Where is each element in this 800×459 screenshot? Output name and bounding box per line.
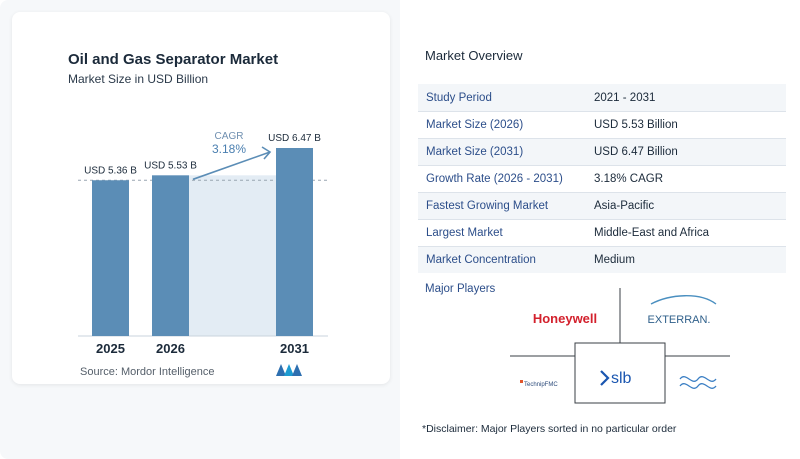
table-row: Market Size (2031) USD 6.47 Billion [418,138,786,165]
disclaimer-text: *Disclaimer: Major Players sorted in no … [422,423,677,435]
overview-title: Market Overview [425,48,523,63]
row-value: USD 6.47 Billion [594,146,678,158]
table-row: Market Concentration Medium [418,246,786,273]
row-value: Middle-East and Africa [594,227,710,239]
bar-value-label: USD 5.53 B [144,160,197,171]
x-tick-label: 2026 [156,341,185,356]
table-row: Market Size (2026) USD 5.53 Billion [418,111,786,138]
table-row: Study Period 2021 - 2031 [418,84,786,111]
overview-panel [400,0,800,459]
row-key: Market Size (2026) [426,119,524,131]
bar [276,148,313,336]
alfa-laval-wave-icon [679,383,717,389]
cagr-label: CAGR [215,131,244,142]
row-value: Asia-Pacific [594,200,655,212]
cagr-arrow-line [192,151,271,181]
chart-title: Oil and Gas Separator Market [68,51,279,68]
exterran-swoosh-icon [650,295,717,305]
alfa-laval-wave-icon [679,376,717,382]
technipfmc-mark-icon [520,380,523,383]
row-value: USD 5.53 Billion [594,119,678,131]
bar-chart: USD 5.36 B 2025 USD 5.53 B 2026 USD 6.47 B 20… [78,131,328,356]
x-tick-label: 2025 [96,341,125,356]
bar [92,180,129,336]
overview-table: Study Period 2021 - 2031 Market Size (20… [418,84,786,273]
row-key: Study Period [426,91,492,104]
table-row: Fastest Growing Market Asia-Pacific [418,192,786,219]
bar [152,175,189,336]
slb-logo: slb [611,370,632,387]
x-tick-label: 2031 [280,341,309,356]
row-value: Medium [594,254,635,266]
row-key: Market Concentration [426,254,536,266]
row-value: 3.18% CAGR [594,173,664,185]
exterran-logo: EXTERRAN. [648,314,711,326]
mordor-logo-icon [276,364,302,376]
bar-value-label: USD 6.47 B [268,133,321,144]
major-players-title: Major Players [425,283,496,295]
row-key: Growth Rate (2026 - 2031) [426,173,563,185]
cagr-arrowhead-icon [261,146,272,160]
cagr-shaded-region [189,175,276,336]
technipfmc-logo: TechnipFMC [524,382,558,388]
row-value: 2021 - 2031 [594,91,656,104]
slb-arrow-icon [600,370,610,386]
cagr-value: 3.18% [212,142,246,156]
honeywell-logo: Honeywell [533,311,597,326]
row-key: Fastest Growing Market [426,200,549,212]
table-row: Largest Market Middle-East and Africa [418,219,786,246]
row-key: Largest Market [426,227,503,239]
table-row: Growth Rate (2026 - 2031) 3.18% CAGR [418,165,786,192]
bar-value-label: USD 5.36 B [84,165,137,176]
row-key: Market Size (2031) [426,146,524,158]
chart-source: Source: Mordor Intelligence [80,366,215,378]
chart-subtitle: Market Size in USD Billion [68,72,209,86]
